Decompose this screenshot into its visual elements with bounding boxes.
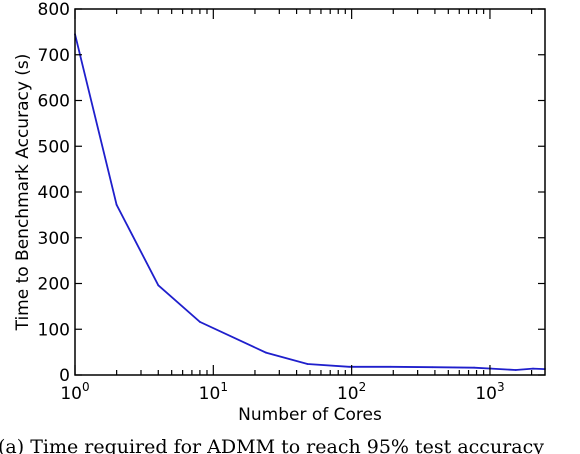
y-tick-label: 400: [38, 183, 70, 203]
x-axis: 100 101 102 103: [60, 9, 533, 404]
x-tick-label: 100: [60, 380, 89, 404]
y-tick-label: 0: [59, 366, 70, 386]
series-line: [74, 33, 546, 371]
y-tick-label: 200: [38, 275, 70, 295]
data-point: [199, 321, 201, 323]
y-axis: 0 100 200 300 400 500 600 700 800: [38, 0, 545, 386]
data-point: [490, 367, 493, 370]
x-tick-exponent: 0: [82, 380, 90, 394]
x-tick-base: 10: [475, 384, 497, 404]
y-tick-label: 800: [38, 0, 70, 20]
data-point: [532, 367, 534, 370]
x-tick-label: 103: [475, 380, 504, 404]
x-tick-exponent: 1: [220, 380, 228, 394]
x-axis-label: Number of Cores: [238, 405, 382, 425]
data-point: [306, 363, 309, 365]
data-point: [348, 365, 351, 368]
x-tick-exponent: 2: [359, 380, 367, 394]
x-tick-label: 102: [337, 380, 366, 404]
data-point: [514, 369, 517, 371]
plot-area: [74, 33, 546, 371]
data-point: [265, 351, 267, 354]
data-point: [157, 284, 160, 287]
y-axis-label: Time to Benchmark Accuracy (s): [13, 54, 33, 332]
x-tick-base: 10: [199, 384, 221, 404]
x-tick-exponent: 3: [497, 380, 505, 394]
data-point: [431, 366, 434, 369]
y-tick-label: 700: [38, 46, 70, 66]
y-tick-label: 500: [38, 137, 70, 157]
y-tick-label: 100: [38, 320, 70, 340]
figure-caption: (a) Time required for ADMM to reach 95% …: [0, 436, 544, 454]
x-tick-label: 101: [199, 380, 228, 404]
data-point: [115, 203, 118, 206]
y-tick-label: 300: [38, 229, 70, 249]
y-tick-label: 600: [38, 92, 70, 112]
data-point: [473, 366, 476, 369]
x-tick-base: 10: [60, 384, 82, 404]
data-point: [389, 365, 392, 368]
x-tick-base: 10: [337, 384, 359, 404]
plot-frame: [74, 8, 546, 376]
